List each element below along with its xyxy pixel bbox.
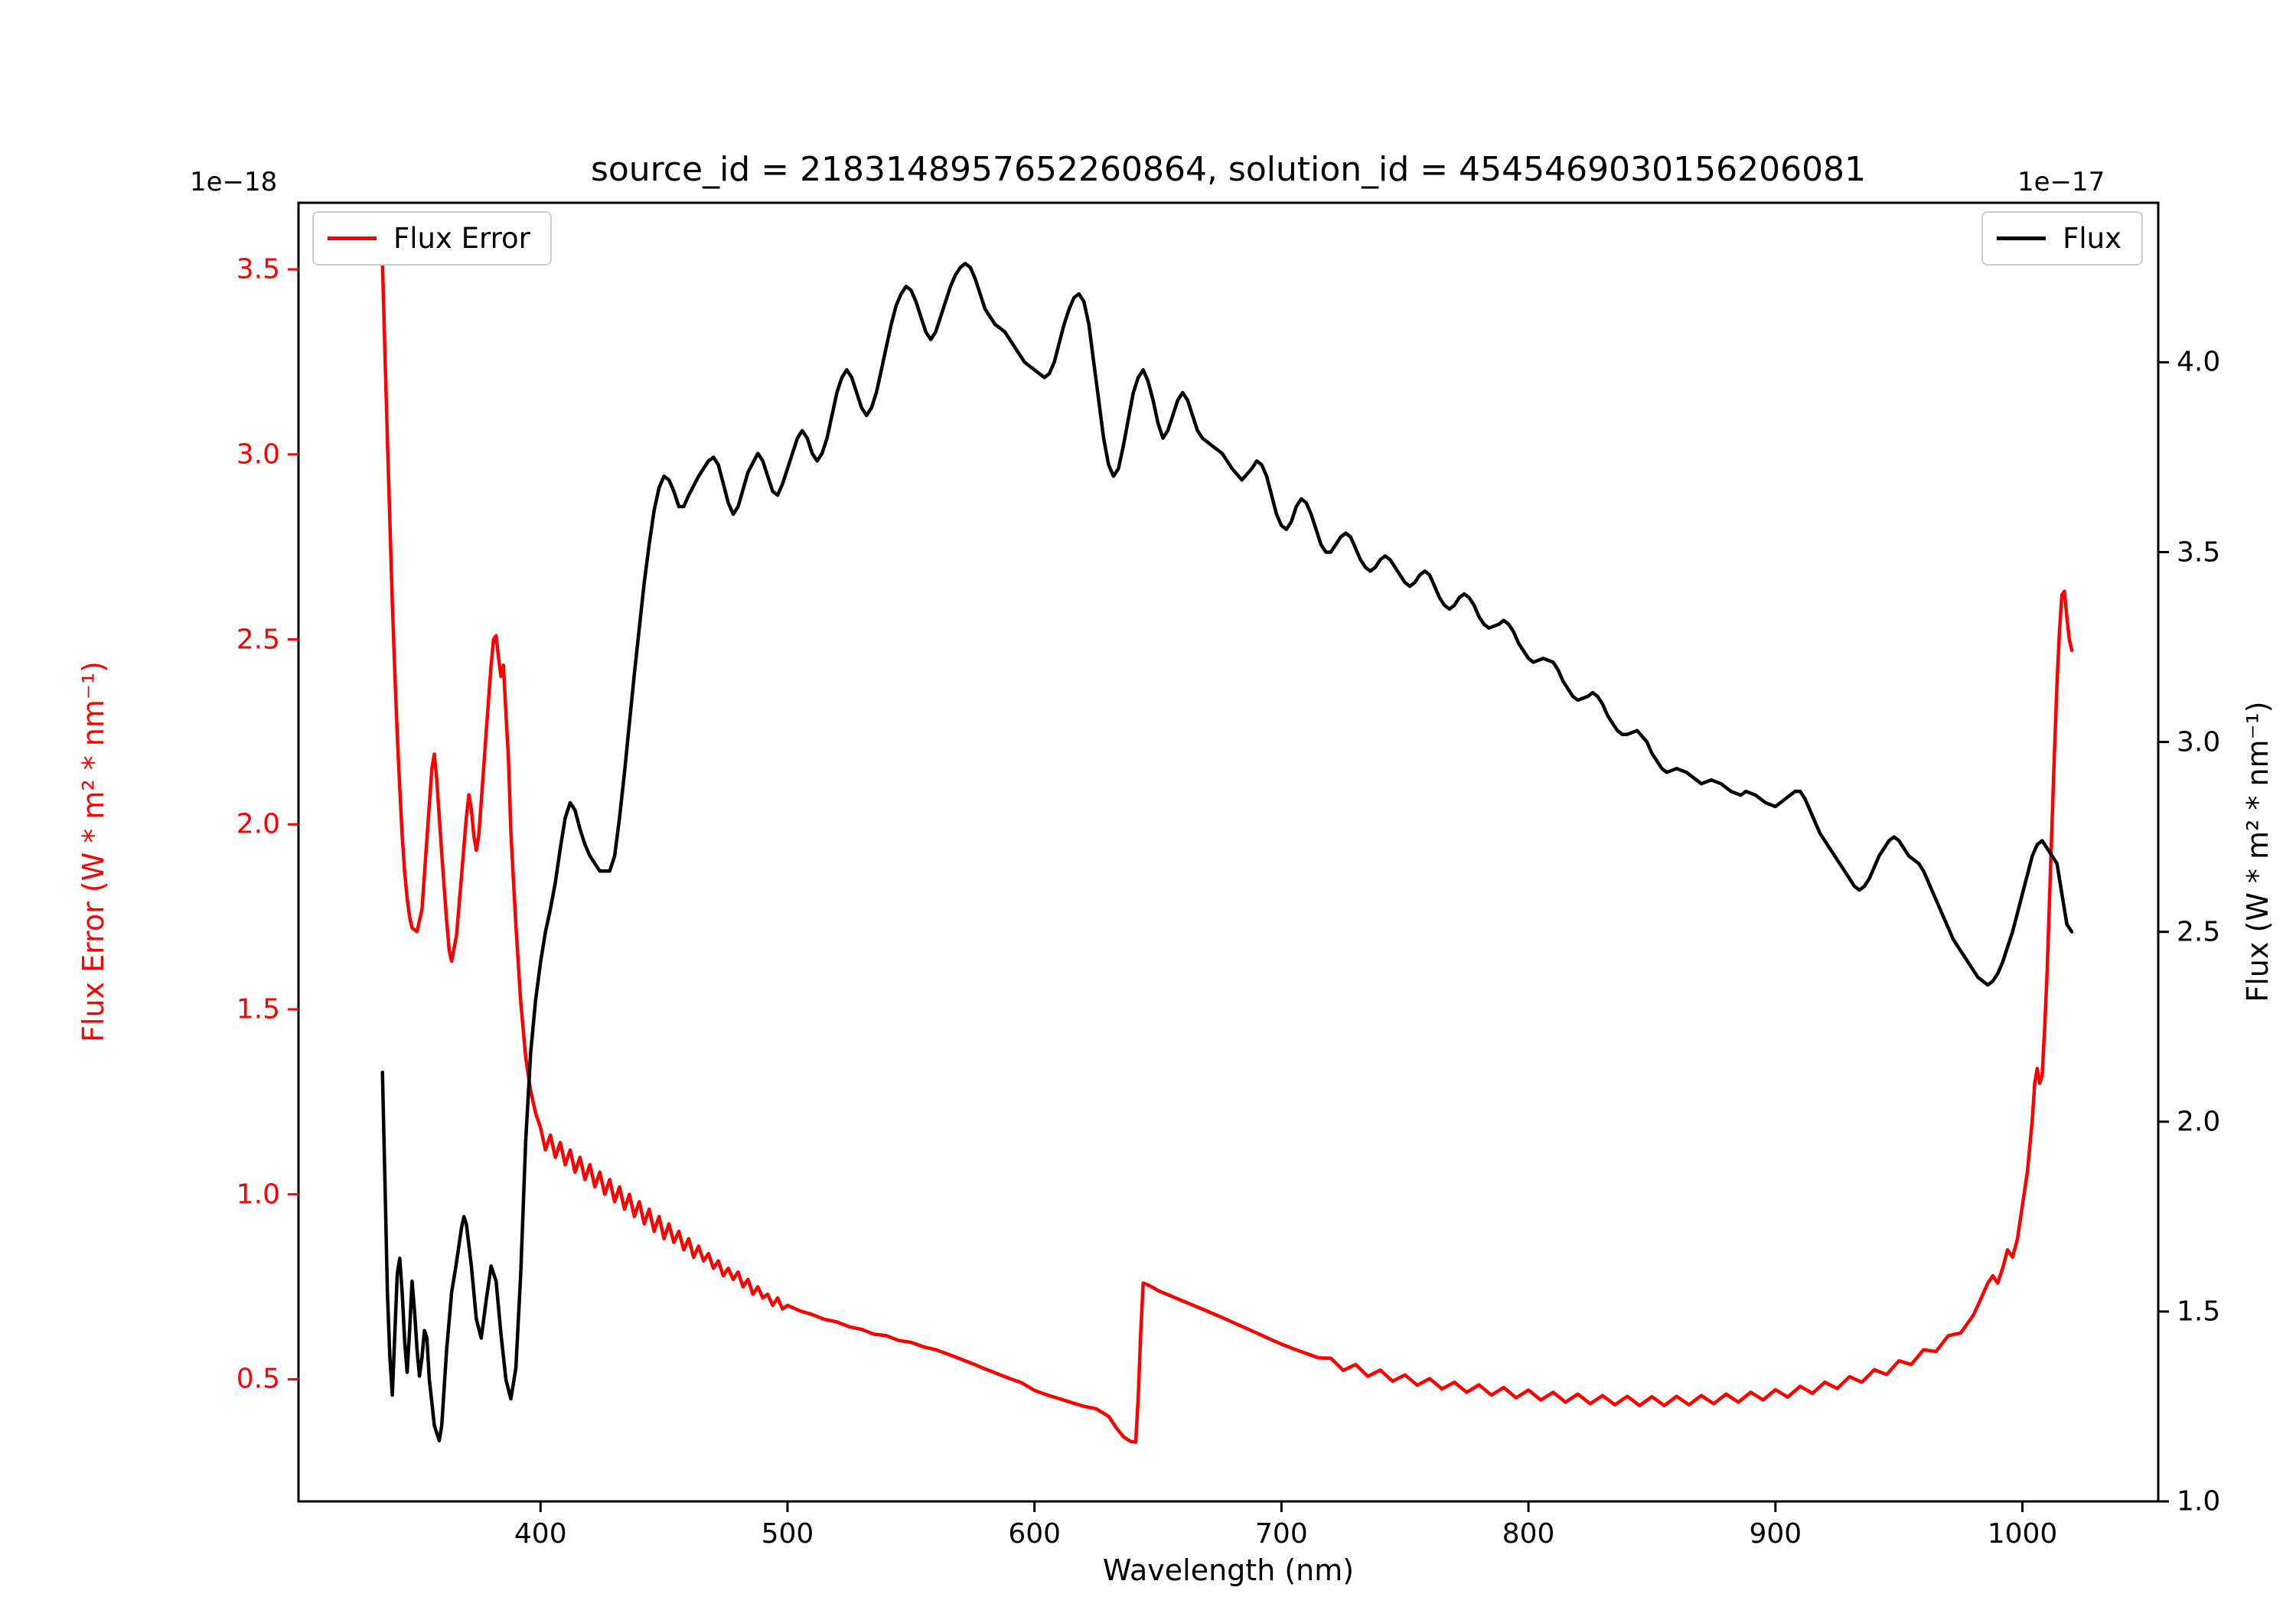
left-y-tick-label: 0.5	[236, 1363, 280, 1395]
left-y-tick-label: 3.5	[236, 253, 280, 285]
x-tick-label: 500	[761, 1518, 814, 1550]
x-tick-label: 1000	[1987, 1518, 2058, 1550]
axes-spines	[297, 201, 2160, 1503]
legend-flux-error: Flux Error	[312, 211, 552, 266]
x-tick-label: 700	[1255, 1518, 1308, 1550]
flux-line-sample	[1997, 236, 2047, 240]
legend-flux-error-label: Flux Error	[393, 222, 530, 255]
chart-title: source_id = 2183148957652260864, solutio…	[590, 150, 1867, 189]
right-y-tick-label: 2.0	[2177, 1106, 2221, 1138]
left-y-axis-label: Flux Error (W * m² * nm⁻¹)	[77, 661, 110, 1042]
legend-flux-label: Flux	[2063, 222, 2122, 255]
x-tick-label: 600	[1008, 1518, 1062, 1550]
x-tick-label: 900	[1749, 1518, 1802, 1550]
right-y-tick-label: 2.5	[2177, 916, 2221, 948]
left-y-tick-label: 3.0	[236, 438, 280, 471]
flux-error-line-sample	[328, 236, 377, 240]
right-y-tick-label: 3.0	[2177, 726, 2221, 758]
right-y-tick-label: 1.0	[2177, 1485, 2221, 1517]
left-y-tick-label: 1.5	[236, 993, 280, 1025]
left-y-tick-label: 1.0	[236, 1178, 280, 1211]
right-axis-offset-label: 1e−17	[2017, 167, 2105, 197]
left-axis-offset-label: 1e−18	[190, 167, 278, 197]
flux-error-line	[380, 260, 2074, 1444]
x-axis-label: Wavelength (nm)	[1102, 1553, 1355, 1587]
x-tick-label: 400	[514, 1518, 567, 1550]
legend-flux: Flux	[1981, 211, 2143, 266]
right-y-tick-label: 4.0	[2177, 346, 2221, 378]
right-y-tick-label: 1.5	[2177, 1296, 2221, 1328]
x-tick-label: 800	[1502, 1518, 1555, 1550]
left-y-tick-label: 2.0	[236, 808, 280, 840]
flux-line	[380, 262, 2074, 1442]
right-y-axis-label: Flux (W * m² * nm⁻¹)	[2241, 701, 2275, 1002]
right-y-tick-label: 3.5	[2177, 536, 2221, 568]
left-y-tick-label: 2.5	[236, 624, 280, 655]
